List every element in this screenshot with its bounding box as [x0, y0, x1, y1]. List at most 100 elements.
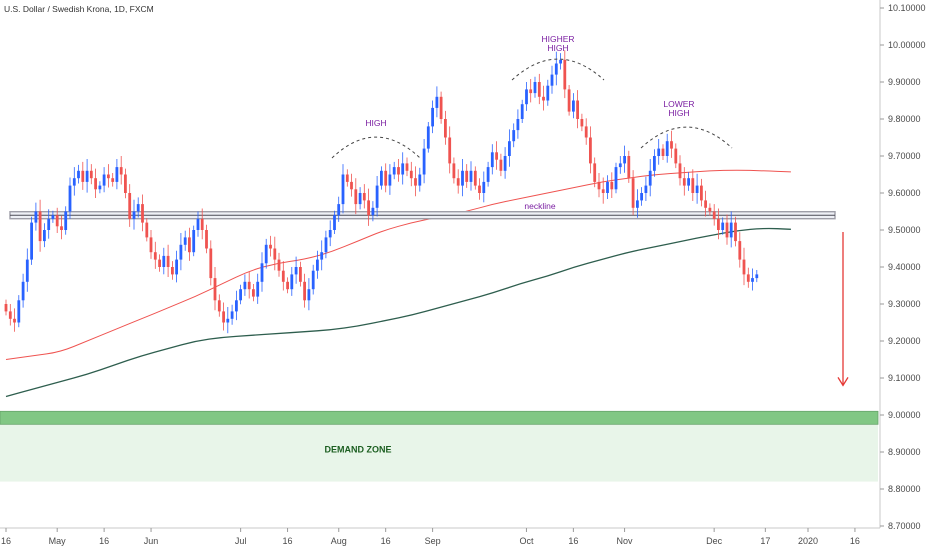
moving-average-layer — [5, 169, 791, 398]
candle — [72, 167, 76, 196]
candle-body — [47, 218, 51, 230]
candle-body — [495, 152, 498, 160]
y-tick-label: 9.30000 — [888, 299, 921, 309]
candle-body — [124, 174, 127, 193]
y-tick-label: 10.00000 — [888, 40, 926, 50]
candle — [358, 187, 362, 210]
y-tick-label: 8.80000 — [888, 484, 921, 494]
candle-body — [469, 170, 473, 182]
candle-body — [183, 237, 187, 245]
candle-body — [657, 148, 661, 156]
candle-body — [610, 181, 614, 190]
candle-body — [371, 207, 375, 216]
candle — [444, 110, 447, 145]
candle-body — [294, 267, 298, 275]
candle-body — [550, 74, 554, 86]
candle — [145, 218, 149, 242]
candle — [230, 304, 234, 325]
candle-body — [256, 281, 260, 297]
candle-body — [405, 163, 409, 171]
x-tick-label: 16 — [1, 536, 11, 546]
candle-body — [303, 281, 306, 301]
candle-body — [25, 259, 29, 282]
candle — [264, 238, 268, 269]
candle-body — [661, 148, 665, 156]
candle-body — [682, 178, 686, 186]
candle — [554, 51, 558, 86]
candle — [653, 149, 656, 177]
candle — [124, 168, 127, 199]
candle-body — [324, 237, 328, 253]
candle-body — [687, 178, 690, 186]
candle — [597, 173, 601, 198]
candle — [674, 143, 678, 169]
candle-body — [734, 222, 737, 242]
x-tick-label: Nov — [617, 536, 634, 546]
candle-body — [409, 170, 413, 179]
candle — [670, 130, 673, 158]
candle — [384, 163, 388, 193]
x-tick-label: 16 — [99, 536, 109, 546]
candle-body — [618, 163, 622, 168]
target-arrow-head — [837, 377, 849, 387]
candle-body — [205, 230, 208, 249]
candle-body — [89, 170, 93, 179]
candle — [8, 304, 12, 326]
candle-body — [230, 311, 234, 319]
y-tick-label: 8.70000 — [888, 521, 921, 531]
candle — [636, 189, 639, 218]
candle — [345, 169, 349, 187]
candle — [89, 164, 93, 185]
candle-body — [426, 126, 430, 149]
candle-body — [94, 178, 97, 190]
candle — [520, 99, 524, 123]
candle — [132, 199, 136, 230]
candle-body — [38, 211, 42, 242]
candle — [371, 201, 375, 222]
x-tick-label: 2020 — [798, 536, 818, 546]
candle-body — [196, 218, 200, 230]
candle-body — [162, 255, 166, 267]
candle — [324, 230, 328, 259]
candle — [627, 150, 631, 183]
candle-body — [149, 237, 153, 253]
candle — [13, 308, 16, 332]
candle-body — [542, 96, 545, 101]
candle — [64, 206, 68, 235]
candle — [179, 233, 183, 271]
candle-body — [200, 218, 204, 230]
candle — [175, 250, 178, 283]
y-tick-label: 9.40000 — [888, 262, 921, 272]
candle — [576, 90, 579, 129]
chart-title: U.S. Dollar / Swedish Krona, 1D, FXCM — [4, 4, 154, 14]
candle — [286, 277, 289, 294]
candle — [456, 169, 460, 194]
candle-body — [51, 215, 55, 219]
candle — [200, 208, 204, 240]
candle — [30, 216, 33, 265]
candle-body — [700, 185, 703, 201]
candle-body — [392, 167, 396, 175]
candle — [409, 161, 413, 187]
candle-body — [653, 156, 656, 171]
lower-high-label-line2: HIGH — [668, 108, 689, 118]
candle — [205, 224, 208, 254]
candle — [490, 144, 494, 175]
candle — [269, 235, 272, 257]
candle-body — [503, 156, 507, 171]
candle — [751, 268, 754, 291]
candle-body — [43, 230, 46, 242]
candle — [755, 270, 759, 283]
candle — [546, 79, 550, 106]
candle-body — [243, 281, 247, 290]
candle-body — [367, 200, 370, 216]
candle — [422, 139, 426, 184]
candles-layer — [4, 50, 759, 334]
candle-body — [21, 281, 25, 301]
candle-body — [452, 163, 456, 179]
candle-body — [252, 289, 255, 297]
candle-body — [751, 278, 754, 282]
candle — [606, 175, 609, 199]
candle-body — [119, 167, 123, 175]
candle — [397, 159, 400, 182]
